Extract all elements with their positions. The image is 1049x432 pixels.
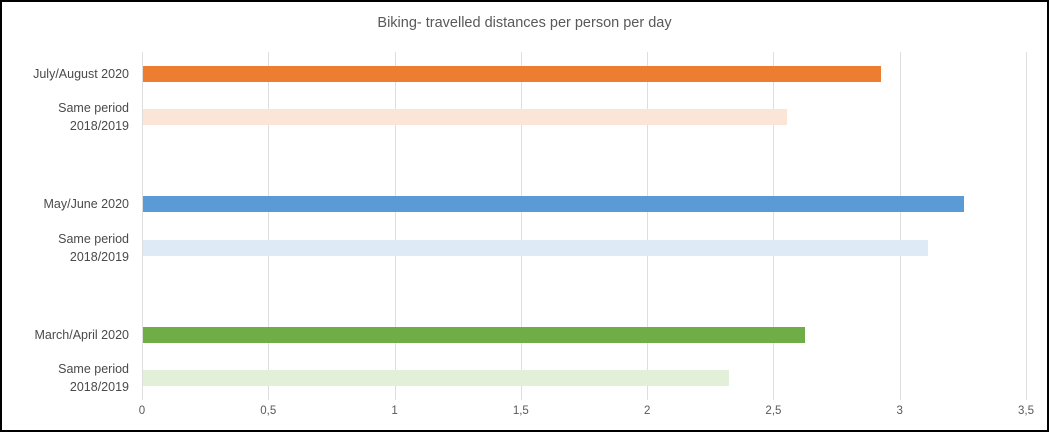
- bar-same-period-spring: [143, 239, 929, 256]
- x-tick-label-1: 1: [391, 405, 398, 417]
- category-label-line: July/August 2020: [33, 66, 129, 81]
- category-label-same-period-spring: Same period 2018/2019: [2, 230, 129, 266]
- category-label-line: 2018/2019: [69, 249, 129, 264]
- category-label-july-august-2020: July/August 2020: [2, 65, 129, 83]
- gridline-0: [142, 52, 143, 400]
- gridline-3: [899, 52, 901, 400]
- bar-same-period-early-spring: [143, 370, 729, 387]
- category-label-line: Same period: [58, 362, 129, 377]
- x-tick-label-0: 0: [138, 405, 146, 417]
- category-label-line: May/June 2020: [43, 197, 129, 212]
- bar-july-august-2020: [143, 65, 881, 82]
- x-tick-label-2: 2: [643, 405, 651, 417]
- plot-area: [142, 52, 1027, 400]
- x-tick-label-0-5: 0,5: [260, 405, 277, 417]
- bar-march-april-2020: [143, 326, 805, 343]
- category-label-line: Same period: [58, 231, 129, 246]
- gridline-2: [647, 52, 649, 400]
- gridline-0-5: [268, 52, 270, 400]
- x-tick-label-1-5: 1,5: [512, 405, 529, 417]
- category-label-line: March/April 2020: [34, 327, 130, 342]
- category-label-line: Same period: [58, 101, 129, 116]
- gridline-2-5: [773, 52, 775, 400]
- category-label-may-june-2020: May/June 2020: [2, 195, 129, 213]
- category-label-line: 2018/2019: [69, 119, 129, 134]
- x-tick-label-3: 3: [896, 405, 903, 417]
- category-label-same-period-summer: Same period 2018/2019: [2, 99, 129, 135]
- x-tick-label-2-5: 2,5: [765, 405, 782, 417]
- category-label-march-april-2020: March/April 2020: [2, 326, 130, 344]
- category-label-same-period-early-spring: Same period 2018/2019: [2, 360, 129, 396]
- bar-may-june-2020: [143, 196, 964, 213]
- gridline-3-5: [1026, 52, 1027, 400]
- category-label-line: 2018/2019: [69, 380, 129, 395]
- gridline-1: [394, 52, 396, 400]
- chart-title: Biking- travelled distances per person p…: [377, 15, 672, 31]
- gridline-1-5: [520, 52, 522, 400]
- x-tick-label-3-5: 3,5: [1018, 405, 1034, 417]
- bar-same-period-summer: [143, 109, 788, 126]
